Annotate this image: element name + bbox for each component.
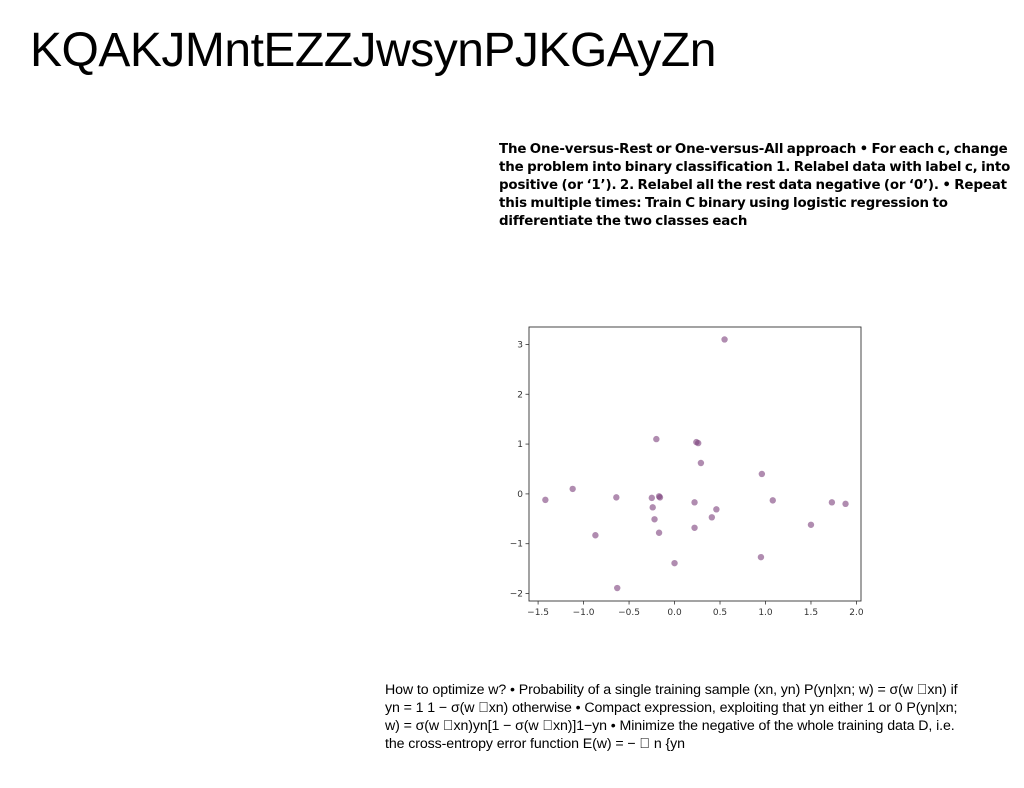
data-point — [691, 499, 698, 506]
data-point — [758, 470, 766, 478]
optimization-description-text: How to optimize w? • Probability of a si… — [385, 682, 958, 752]
data-point — [671, 559, 678, 567]
scatter-chart: −1.5 −1.0 −0.5 0.0 0.5 1.0 1.5 2.0 −2 −1 0 1 2 3 — [500, 318, 880, 626]
y-tick-label: −2 — [510, 590, 523, 600]
data-point — [769, 497, 776, 504]
x-tick-label: −0.5 — [618, 608, 640, 618]
data-point — [651, 516, 658, 523]
data-point — [569, 485, 576, 493]
x-tick-label: −1.0 — [573, 608, 595, 618]
x-axis-ticks: −1.5 −1.0 −0.5 0.0 0.5 1.0 1.5 2.0 — [527, 601, 864, 618]
data-point — [648, 494, 655, 502]
data-point — [613, 494, 620, 501]
data-point — [655, 529, 663, 536]
plot-frame — [528, 326, 862, 602]
ovr-description-text: The One-versus-Rest or One-versus-All ap… — [499, 142, 1011, 229]
data-point — [842, 500, 849, 508]
data-point — [697, 459, 705, 467]
data-point — [708, 514, 716, 521]
y-tick-label: 3 — [517, 340, 523, 350]
data-points — [542, 336, 849, 592]
data-point — [713, 506, 720, 513]
data-point — [656, 494, 664, 501]
x-tick-label: 0.5 — [713, 608, 727, 618]
y-axis-ticks: −2 −1 0 1 2 3 — [510, 340, 529, 600]
x-tick-label: 1.5 — [804, 608, 818, 618]
data-point — [542, 496, 549, 504]
page-title: KQAKJMntEZZJwsynPJKGAyZn — [30, 24, 716, 77]
x-tick-label: 2.0 — [849, 608, 864, 618]
y-tick-label: 1 — [517, 440, 523, 450]
data-point — [721, 336, 728, 343]
data-point — [614, 584, 621, 592]
data-point — [807, 521, 815, 528]
data-point — [653, 435, 660, 443]
y-tick-label: 0 — [517, 490, 523, 500]
data-point — [828, 499, 836, 506]
y-tick-label: −1 — [510, 540, 523, 550]
data-point — [694, 439, 702, 447]
data-point — [592, 532, 599, 539]
x-tick-label: 1.0 — [758, 608, 773, 618]
data-point — [691, 524, 698, 531]
scatter-plot-svg: −1.5 −1.0 −0.5 0.0 0.5 1.0 1.5 2.0 −2 −1 0 1 2 3 — [510, 326, 864, 618]
data-point — [757, 553, 765, 561]
x-tick-label: −1.5 — [527, 608, 549, 618]
data-point — [649, 504, 656, 511]
y-tick-label: 2 — [517, 390, 523, 400]
x-tick-label: 0.0 — [667, 608, 682, 618]
